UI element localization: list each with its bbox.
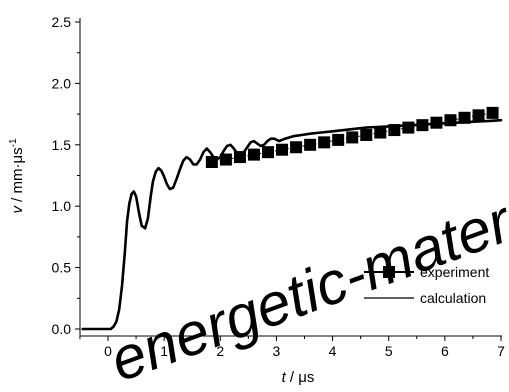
experiment-point-11 bbox=[360, 128, 373, 141]
experiment-point-2 bbox=[233, 151, 246, 164]
experiment-point-20 bbox=[486, 106, 499, 119]
experiment-point-12 bbox=[374, 126, 387, 139]
x-tick-label-1: 1 bbox=[160, 343, 168, 359]
experiment-point-1 bbox=[219, 153, 232, 166]
y-axis-label-unit: / mm·μs bbox=[9, 147, 26, 206]
y-tick-label-2.5: 2.5 bbox=[52, 14, 72, 30]
experiment-point-6 bbox=[290, 141, 303, 154]
x-tick-label-6: 6 bbox=[441, 343, 449, 359]
experiment-point-4 bbox=[262, 146, 275, 159]
experiment-point-3 bbox=[247, 148, 260, 161]
x-axis-label: t / μs bbox=[282, 369, 315, 386]
axes-layer bbox=[79, 18, 502, 337]
legend-experiment-marker bbox=[383, 266, 395, 278]
experiment-point-8 bbox=[318, 136, 331, 149]
y-tick-label-0.5: 0.5 bbox=[52, 260, 72, 276]
x-tick-label-5: 5 bbox=[385, 343, 393, 359]
experiment-point-14 bbox=[402, 121, 415, 134]
experiment-point-19 bbox=[472, 109, 485, 122]
experiment-point-15 bbox=[416, 119, 429, 132]
y-tick-label-1.0: 1.0 bbox=[52, 198, 72, 214]
y-axis-label-variable: v bbox=[9, 205, 26, 214]
experiment-point-0 bbox=[205, 155, 218, 168]
ticks-layer: 0 1 2 3 4 5 6 7 0.0 0.5 1.0 1.5 2.0 2.5 bbox=[52, 14, 506, 359]
legend-experiment-label: experiment bbox=[420, 264, 489, 280]
series-layer bbox=[81, 106, 503, 331]
experiment-point-13 bbox=[388, 124, 401, 137]
x-tick-label-3: 3 bbox=[273, 343, 281, 359]
x-tick-label-4: 4 bbox=[329, 343, 337, 359]
x-tick-label-7: 7 bbox=[497, 343, 505, 359]
legend-calculation-label: calculation bbox=[420, 290, 486, 306]
x-axis-label-unit: / μs bbox=[286, 369, 315, 386]
experiment-point-17 bbox=[444, 114, 457, 127]
experiment-point-16 bbox=[430, 116, 443, 129]
y-tick-label-0.0: 0.0 bbox=[52, 321, 72, 337]
y-axis-label-exponent: -1 bbox=[8, 138, 19, 147]
y-tick-label-2.0: 2.0 bbox=[52, 75, 72, 91]
x-axis-label-variable: t bbox=[282, 369, 287, 386]
y-axis-label: v / mm·μs-1 bbox=[8, 138, 26, 213]
experiment-point-9 bbox=[332, 133, 345, 146]
experiment-point-18 bbox=[458, 111, 471, 124]
x-tick-label-2: 2 bbox=[216, 343, 224, 359]
legend: experiment calculation bbox=[364, 264, 489, 306]
x-tick-label-0: 0 bbox=[104, 343, 112, 359]
labels-layer: t / μs v / mm·μs-1 bbox=[8, 138, 314, 386]
y-tick-label-1.5: 1.5 bbox=[52, 137, 72, 153]
experiment-point-7 bbox=[304, 138, 317, 151]
experiment-point-10 bbox=[346, 131, 359, 144]
experiment-point-5 bbox=[276, 143, 289, 156]
